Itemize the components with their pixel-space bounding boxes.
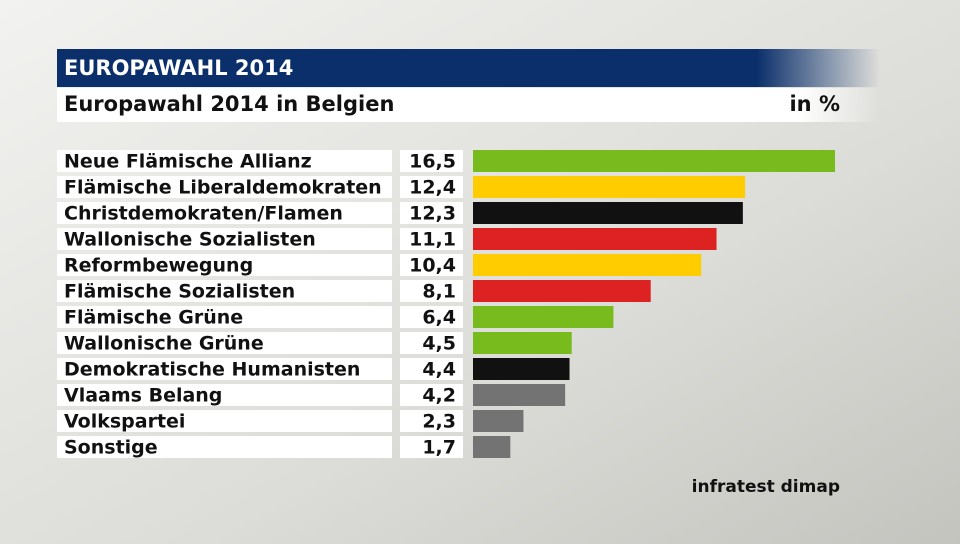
value-label: 12,4 bbox=[409, 177, 456, 199]
value-box bbox=[400, 202, 463, 224]
category-label: Reformbewegung bbox=[64, 255, 253, 277]
bar bbox=[473, 150, 835, 172]
label-box bbox=[57, 306, 392, 328]
value-label: 4,2 bbox=[422, 385, 456, 407]
label-box bbox=[57, 384, 392, 406]
value-box bbox=[400, 384, 463, 406]
value-label: 10,4 bbox=[409, 255, 456, 277]
label-box bbox=[57, 358, 392, 380]
label-box bbox=[57, 280, 392, 302]
value-box bbox=[400, 280, 463, 302]
value-box bbox=[400, 332, 463, 354]
value-label: 4,4 bbox=[422, 359, 456, 381]
bar bbox=[473, 228, 717, 250]
label-box bbox=[57, 332, 392, 354]
value-box bbox=[400, 306, 463, 328]
source: infratest dimap bbox=[692, 477, 840, 497]
category-label: Wallonische Grüne bbox=[64, 333, 264, 355]
category-label: Christdemokraten/Flamen bbox=[64, 203, 343, 225]
chart-title: Europawahl 2014 in Belgien bbox=[64, 92, 394, 116]
value-box bbox=[400, 358, 463, 380]
category-label: Wallonische Sozialisten bbox=[64, 229, 316, 251]
bar bbox=[473, 332, 572, 354]
label-box bbox=[57, 228, 392, 250]
label-box bbox=[57, 254, 392, 276]
value-label: 8,1 bbox=[422, 281, 456, 303]
value-box bbox=[400, 150, 463, 172]
value-label: 11,1 bbox=[409, 229, 456, 251]
category-label: Neue Flämische Allianz bbox=[64, 151, 312, 173]
bar bbox=[473, 410, 524, 432]
header-bar bbox=[57, 49, 880, 87]
value-label: 16,5 bbox=[409, 151, 456, 173]
value-box bbox=[400, 410, 463, 432]
category-label: Flämische Liberaldemokraten bbox=[64, 177, 382, 199]
label-box bbox=[57, 150, 392, 172]
category-label: Flämische Grüne bbox=[64, 307, 243, 329]
rows: Neue Flämische Allianz 16,5 Flämische Libe… bbox=[57, 150, 835, 459]
unit: in % bbox=[789, 92, 840, 116]
bar bbox=[473, 280, 651, 302]
category-label: Flämische Sozialisten bbox=[64, 281, 295, 303]
bar bbox=[473, 176, 746, 198]
bar bbox=[473, 436, 511, 458]
category-label: Demokratische Humanisten bbox=[64, 359, 360, 381]
label-box bbox=[57, 436, 392, 458]
value-label: 1,7 bbox=[422, 437, 456, 459]
category-label: Sonstige bbox=[64, 437, 158, 459]
value-label: 4,5 bbox=[422, 333, 456, 355]
category-label: Volkspartei bbox=[64, 411, 185, 433]
header: EUROPAWAHL 2014 bbox=[64, 56, 293, 80]
bar bbox=[473, 254, 702, 276]
value-label: 2,3 bbox=[422, 411, 456, 433]
title-bar bbox=[57, 88, 880, 122]
bar bbox=[473, 202, 743, 224]
value-label: 12,3 bbox=[409, 203, 456, 225]
label-box bbox=[57, 202, 392, 224]
category-label: Vlaams Belang bbox=[64, 385, 222, 407]
value-label: 6,4 bbox=[422, 307, 456, 329]
label-box bbox=[57, 176, 392, 198]
label-box bbox=[57, 410, 392, 432]
value-box bbox=[400, 436, 463, 458]
value-box bbox=[400, 254, 463, 276]
value-box bbox=[400, 228, 463, 250]
value-box bbox=[400, 176, 463, 198]
bar bbox=[473, 358, 570, 380]
bar bbox=[473, 384, 566, 406]
bar bbox=[473, 306, 614, 328]
